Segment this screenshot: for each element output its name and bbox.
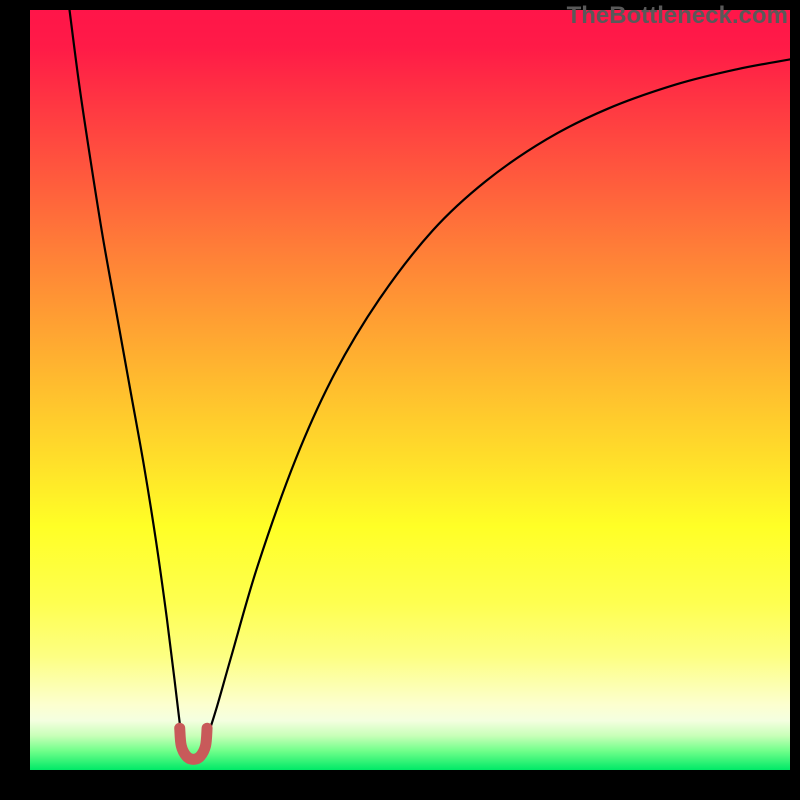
- chart-svg: [0, 0, 800, 800]
- plot-background: [30, 10, 790, 770]
- chart-container: TheBottleneck.com: [0, 0, 800, 800]
